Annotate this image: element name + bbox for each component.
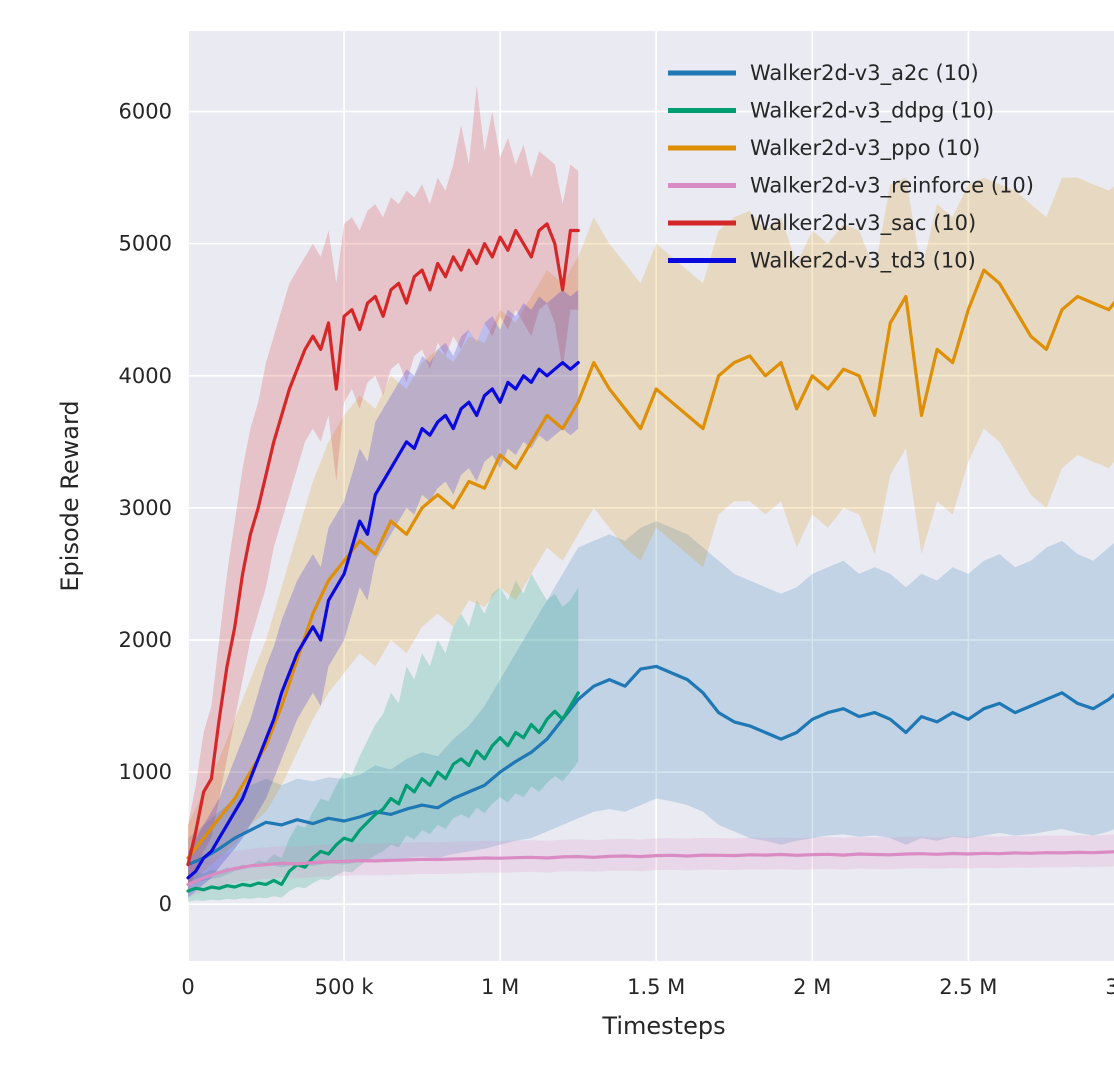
- y-tick-label: 4000: [119, 364, 172, 388]
- x-tick-label: 2.5 M: [939, 975, 997, 999]
- legend-label-walker2d-v3-ppo-10: Walker2d-v3_ppo (10): [750, 136, 980, 161]
- legend-label-walker2d-v3-ddpg-10: Walker2d-v3_ddpg (10): [750, 99, 994, 124]
- legend-label-walker2d-v3-a2c-10: Walker2d-v3_a2c (10): [750, 61, 979, 86]
- gridlines: [187, 31, 1114, 961]
- x-tick-labels: 0 500 k 1 M 1.5 M 2 M 2.5 M 3 M: [181, 975, 1114, 999]
- line-walker2d-v3-a2c-10: [186, 664, 1114, 867]
- y-tick-label: 3000: [119, 496, 172, 520]
- x-tick-label: 1 M: [481, 975, 519, 999]
- legend-label-walker2d-v3-sac-10: Walker2d-v3_sac (10): [750, 211, 976, 236]
- band-walker2d-v3-a2c-10: [188, 521, 1114, 885]
- band-walker2d-v3-sac-10: [188, 85, 579, 891]
- y-tick-label: 6000: [119, 100, 172, 124]
- x-tick-label: 500 k: [315, 975, 375, 999]
- y-tick-label: 2000: [119, 628, 172, 652]
- y-tick-labels: 0 1000 2000 3000 4000 5000 6000: [119, 100, 172, 917]
- x-tick-label: 3 M: [1105, 975, 1114, 999]
- chart-svg: 0 1000 2000 3000 4000 5000 6000 0 500 k 1 M 1.5 M 2…: [56, 31, 1114, 1040]
- band-walker2d-v3-td3-10: [188, 289, 579, 898]
- x-axis-label: Timesteps: [601, 1012, 725, 1040]
- plot-area: [188, 31, 1114, 961]
- band-walker2d-v3-ppo-10: [188, 177, 1114, 885]
- y-axis-label: Episode Reward: [56, 400, 84, 591]
- line-walker2d-v3-ddpg-10: [186, 691, 580, 893]
- line-walker2d-v3-sac-10: [186, 222, 580, 867]
- x-tick-label: 0: [181, 975, 194, 999]
- line-walker2d-v3-reinforce-10: [186, 850, 1114, 887]
- y-tick-label: 1000: [119, 760, 172, 784]
- legend-label-walker2d-v3-reinforce-10: Walker2d-v3_reinforce (10): [750, 174, 1034, 199]
- line-walker2d-v3-ppo-10: [186, 268, 1114, 860]
- y-tick-label: 0: [159, 892, 172, 916]
- x-tick-label: 2 M: [793, 975, 831, 999]
- legend-label-walker2d-v3-td3-10: Walker2d-v3_td3 (10): [750, 249, 976, 274]
- legend: Walker2d-v3_a2c (10) Walker2d-v3_ddpg (10…: [668, 61, 1034, 274]
- line-walker2d-v3-td3-10: [186, 361, 580, 880]
- band-walker2d-v3-reinforce-10: [188, 834, 1114, 898]
- x-tick-label: 1.5 M: [627, 975, 685, 999]
- walker2d-episode-reward-chart: 0 1000 2000 3000 4000 5000 6000 0 500 k 1 M 1.5 M 2…: [40, 16, 1114, 1065]
- band-walker2d-v3-ddpg-10: [188, 573, 579, 902]
- y-tick-label: 5000: [119, 232, 172, 256]
